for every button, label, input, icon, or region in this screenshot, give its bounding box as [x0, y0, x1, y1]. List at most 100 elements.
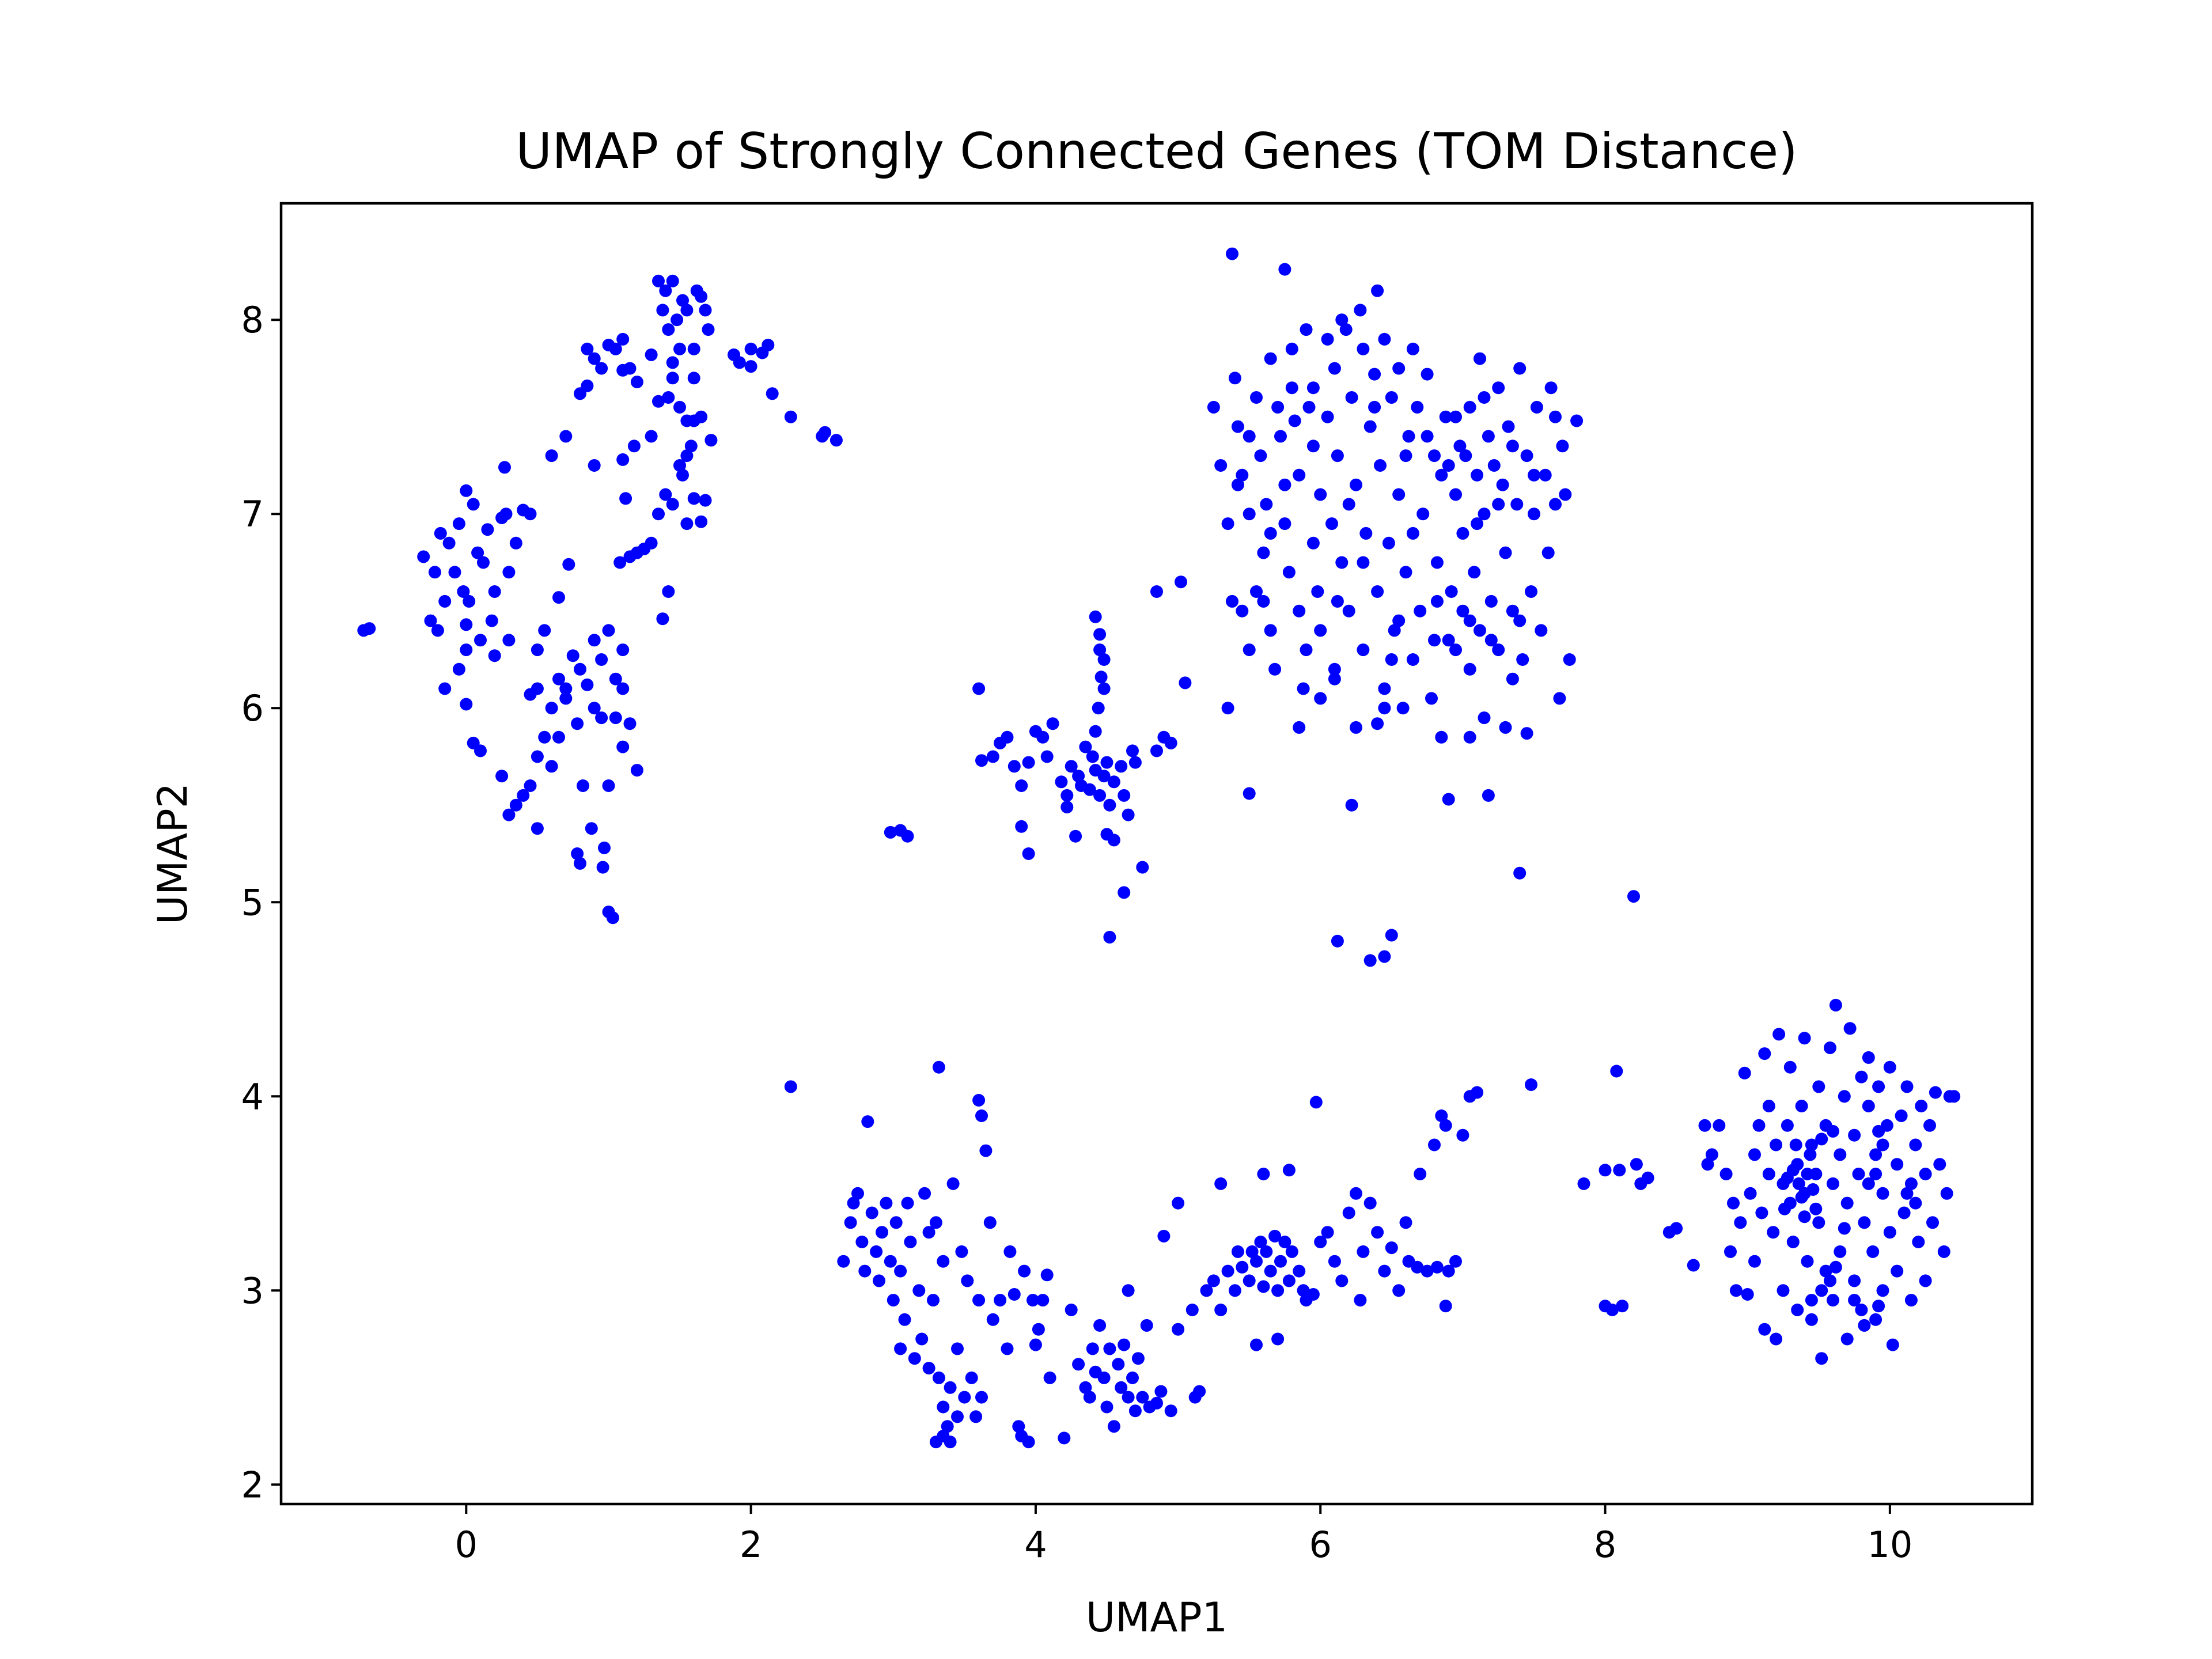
- data-point: [460, 618, 473, 631]
- data-point: [1933, 1158, 1946, 1171]
- data-point: [619, 492, 632, 505]
- data-point: [656, 304, 669, 317]
- data-point: [1727, 1196, 1740, 1210]
- data-point: [1250, 1255, 1263, 1268]
- data-point: [1815, 1132, 1828, 1146]
- data-point: [1342, 498, 1355, 511]
- data-point: [873, 1274, 885, 1287]
- data-point: [1257, 1168, 1270, 1181]
- data-point: [1136, 861, 1149, 874]
- data-point: [944, 1435, 957, 1449]
- data-point: [1040, 750, 1054, 763]
- data-point: [986, 1313, 999, 1326]
- data-point: [1556, 440, 1569, 453]
- data-point: [865, 1206, 878, 1219]
- data-point: [1193, 1385, 1206, 1398]
- data-point: [1100, 1400, 1113, 1414]
- data-point: [1328, 662, 1341, 676]
- data-point: [830, 434, 843, 447]
- data-point: [1097, 682, 1111, 695]
- data-point: [1738, 1066, 1751, 1080]
- data-point: [1748, 1148, 1761, 1161]
- data-point: [946, 1177, 960, 1190]
- data-point: [847, 1196, 860, 1210]
- data-point: [1535, 624, 1548, 637]
- data-point: [1499, 721, 1512, 734]
- data-point: [673, 459, 686, 472]
- data-point: [1385, 929, 1398, 942]
- data-point: [1439, 1300, 1452, 1313]
- data-point: [1513, 614, 1527, 627]
- data-point: [1342, 1206, 1355, 1219]
- data-point: [598, 841, 611, 854]
- data-point: [1439, 410, 1452, 423]
- data-point: [1172, 1323, 1185, 1336]
- data-point: [1904, 1294, 1918, 1307]
- data-point: [1392, 362, 1406, 375]
- data-point: [1858, 1216, 1871, 1229]
- data-point: [1544, 381, 1558, 395]
- data-point: [417, 550, 430, 563]
- data-point: [1471, 517, 1484, 531]
- data-point: [1453, 440, 1467, 453]
- data-point: [1869, 1168, 1883, 1181]
- data-point: [1439, 1119, 1452, 1132]
- data-point: [1136, 1391, 1149, 1404]
- data-point: [1363, 1196, 1377, 1210]
- data-point: [1492, 498, 1505, 511]
- data-point: [1829, 998, 1842, 1012]
- data-point: [1824, 1274, 1836, 1287]
- data-point: [1092, 702, 1105, 715]
- data-point: [1385, 391, 1398, 404]
- data-point: [680, 304, 694, 317]
- data-point: [463, 594, 476, 608]
- data-point: [1271, 400, 1285, 414]
- data-point: [1499, 546, 1512, 559]
- data-point: [460, 698, 473, 711]
- data-point: [1421, 1264, 1434, 1278]
- data-point: [471, 546, 484, 559]
- data-point: [1781, 1171, 1794, 1184]
- data-point: [1416, 507, 1430, 521]
- data-point: [1862, 1177, 1875, 1190]
- data-point: [1297, 1284, 1310, 1297]
- data-point: [961, 1274, 974, 1287]
- data-point: [609, 711, 622, 725]
- data-point: [552, 672, 565, 685]
- data-point: [363, 622, 376, 635]
- data-point: [517, 789, 530, 802]
- data-point: [652, 274, 665, 287]
- data-point: [438, 594, 452, 608]
- data-point: [979, 1144, 993, 1157]
- data-point: [616, 740, 630, 753]
- data-point: [1767, 1226, 1780, 1239]
- data-point: [574, 857, 586, 870]
- data-point: [581, 379, 594, 392]
- data-point: [666, 498, 679, 511]
- data-point: [1399, 566, 1412, 579]
- data-point: [623, 550, 637, 563]
- data-point: [1809, 1202, 1823, 1215]
- data-point: [467, 498, 480, 511]
- data-point: [524, 779, 537, 792]
- data-point: [1357, 1245, 1370, 1258]
- data-point: [912, 1284, 926, 1297]
- data-point: [1357, 643, 1370, 657]
- data-point: [457, 585, 470, 598]
- data-point: [676, 294, 689, 307]
- data-point: [666, 372, 679, 385]
- data-point: [1428, 449, 1441, 463]
- data-point: [524, 507, 537, 521]
- data-point: [1812, 1080, 1825, 1093]
- y-tick-label: 7: [241, 493, 264, 535]
- data-point: [1762, 1100, 1775, 1113]
- data-point: [1221, 1264, 1234, 1278]
- data-point: [1872, 1124, 1885, 1138]
- data-point: [630, 376, 643, 389]
- data-point: [662, 323, 675, 336]
- data-point: [1036, 730, 1050, 744]
- data-point: [609, 672, 622, 685]
- data-point: [983, 1216, 997, 1229]
- y-axis-label: UMAP2: [149, 783, 196, 925]
- data-point: [531, 643, 544, 657]
